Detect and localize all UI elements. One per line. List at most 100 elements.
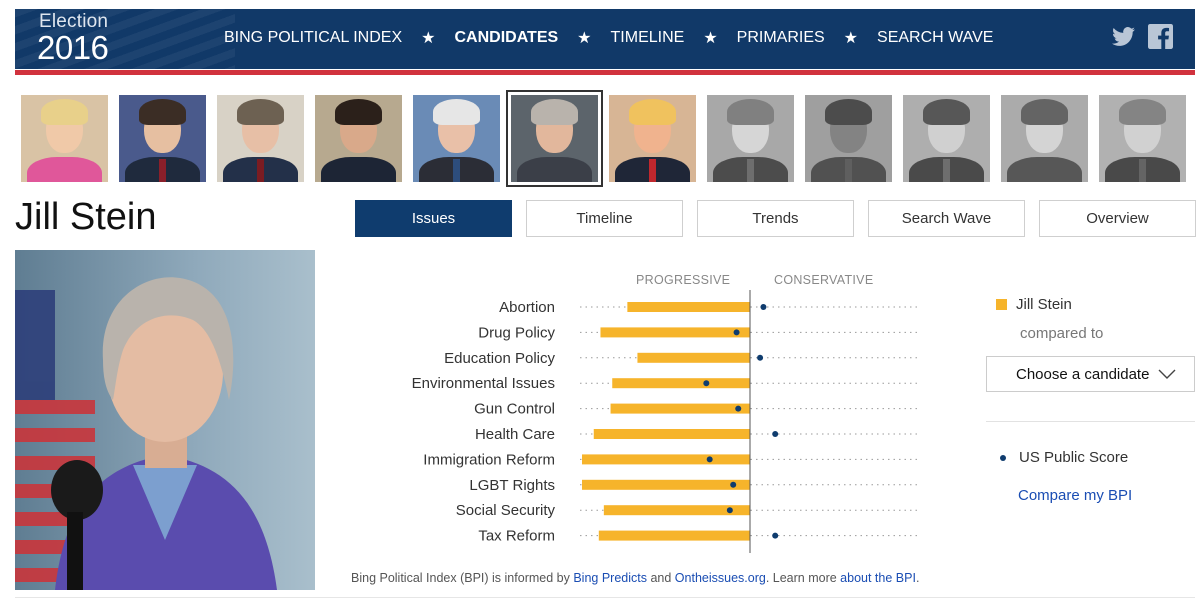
candidate-thumb-carly-fiorina[interactable]: [1001, 95, 1088, 182]
candidate-strip: [21, 90, 1186, 187]
issue-label: Social Security: [456, 502, 556, 519]
public-score-dot: [730, 481, 737, 488]
nav-timeline[interactable]: TIMELINE: [610, 29, 685, 46]
choose-candidate-value: Choose a candidate: [1016, 365, 1150, 383]
footnote-text-1: Bing Political Index (BPI) is informed b…: [351, 571, 574, 585]
candidate-thumb-jill-stein[interactable]: [506, 90, 603, 187]
facebook-icon[interactable]: [1148, 24, 1173, 49]
tab-timeline[interactable]: Timeline: [526, 200, 683, 237]
thumb-hair: [531, 99, 578, 125]
public-score-dot: [760, 304, 767, 310]
candidate-photo: [15, 250, 315, 590]
issue-label: Health Care: [475, 426, 555, 443]
public-score-dot: [706, 456, 713, 463]
axis-label-progressive: PROGRESSIVE: [636, 273, 731, 287]
thumb-body: [517, 157, 592, 182]
thumb-hair: [1021, 99, 1068, 125]
thumb-hair: [727, 99, 774, 125]
public-score-dot: [703, 380, 710, 387]
ontheissues-link[interactable]: Ontheissues.org: [674, 571, 766, 585]
thumb-hair: [825, 99, 872, 125]
issue-label: Education Policy: [444, 350, 555, 367]
candidate-thumb-hillary-clinton[interactable]: [21, 95, 108, 182]
issue-label: LGBT Rights: [469, 477, 555, 494]
candidate-bar: [637, 352, 750, 363]
choose-candidate-select[interactable]: Choose a candidate: [986, 356, 1195, 392]
footnote-text-2: and: [646, 571, 675, 585]
candidate-thumb-john-kasich[interactable]: [217, 95, 304, 182]
legend-public-label: US Public Score: [1019, 449, 1129, 466]
thumb-tie: [355, 159, 362, 182]
tab-issues[interactable]: Issues: [355, 200, 512, 237]
social-links: [1111, 24, 1173, 49]
thumb-hair: [139, 99, 186, 125]
flag-stripes-decoration: [15, 9, 235, 69]
thumb-tie: [257, 159, 264, 182]
public-score-dot: [772, 532, 779, 539]
thumb-hair: [433, 99, 480, 125]
thumb-hair: [237, 99, 284, 125]
thumb-tie: [747, 159, 754, 182]
public-score-dot: [772, 431, 779, 437]
chevron-down-icon: [1158, 369, 1176, 379]
logo-year-text[interactable]: 2016: [37, 29, 109, 66]
candidate-thumb-donald-trump[interactable]: [609, 95, 696, 182]
thumb-tie: [649, 159, 656, 182]
public-score-dot: [733, 329, 740, 336]
issue-label: Gun Control: [474, 401, 555, 418]
issue-label: Abortion: [499, 299, 555, 316]
nav-star-icon: ★: [843, 30, 859, 47]
nav-candidates[interactable]: CANDIDATES: [454, 29, 559, 46]
candidate-thumb-marco-rubio[interactable]: [315, 95, 402, 182]
thumb-hair: [923, 99, 970, 125]
thumb-hair: [41, 99, 88, 125]
logo-election-text[interactable]: Election: [39, 11, 109, 32]
issues-chart: PROGRESSIVE CONSERVATIVE Abortion Drug Po…: [350, 264, 950, 564]
candidate-bar: [627, 302, 750, 312]
compare-my-bpi-link[interactable]: Compare my BPI: [1018, 487, 1133, 504]
footnote-text-3: . Learn more: [765, 571, 841, 585]
candidate-thumb-jeb-bush[interactable]: [707, 95, 794, 182]
nav-star-icon: ★: [703, 30, 718, 47]
candidate-thumb-bernie-sanders[interactable]: [413, 95, 500, 182]
nav-primaries[interactable]: PRIMARIES: [736, 29, 825, 46]
candidate-bar: [600, 327, 750, 338]
nav-bing-political-index[interactable]: BING POLITICAL INDEX: [224, 29, 403, 46]
thumb-tie: [845, 159, 852, 182]
tab-overview[interactable]: Overview: [1039, 200, 1196, 237]
bpi-footnote: Bing Political Index (BPI) is informed b…: [351, 571, 919, 585]
candidate-thumb-ted-cruz[interactable]: [119, 95, 206, 182]
tab-trends[interactable]: Trends: [697, 200, 854, 237]
bottom-rule: [15, 597, 1195, 598]
main-nav: BING POLITICAL INDEX ★ CANDIDATES ★ TIME…: [224, 27, 993, 49]
axis-label-conservative: CONSERVATIVE: [774, 273, 874, 287]
bing-predicts-link[interactable]: Bing Predicts: [573, 571, 647, 585]
header-red-rule: [15, 70, 1195, 75]
candidate-thumb-ben-carson[interactable]: [805, 95, 892, 182]
tab-search-wave[interactable]: Search Wave: [868, 200, 1025, 237]
public-score-dot: [757, 354, 764, 361]
candidate-bar: [603, 505, 750, 516]
issue-label: Environmental Issues: [412, 375, 555, 392]
nav-search-wave[interactable]: SEARCH WAVE: [877, 29, 994, 46]
legend-candidate-swatch: [996, 299, 1007, 310]
candidate-thumb-chris-christie[interactable]: [903, 95, 990, 182]
thumb-hair: [335, 99, 382, 125]
legend-candidate: Jill Stein: [996, 296, 1072, 313]
public-score-dot: [735, 405, 742, 412]
candidate-bar: [612, 378, 750, 389]
thumb-hair: [1119, 99, 1166, 125]
legend-public-score: US Public Score: [1000, 449, 1128, 466]
candidate-name-heading: Jill Stein: [15, 196, 157, 238]
public-score-dot: [726, 507, 733, 514]
candidate-tabs: Issues Timeline Trends Search Wave Overv…: [355, 200, 1196, 237]
thumb-tie: [453, 159, 460, 182]
legend-candidate-label: Jill Stein: [1016, 296, 1072, 313]
candidate-bar: [610, 403, 750, 414]
thumb-body: [1007, 157, 1082, 182]
candidate-thumb-mike-huckabee[interactable]: [1099, 95, 1186, 182]
issue-label: Immigration Reform: [423, 451, 555, 468]
about-bpi-link[interactable]: about the BPI: [840, 571, 916, 585]
twitter-icon[interactable]: [1111, 24, 1136, 49]
candidate-bar: [582, 454, 750, 465]
